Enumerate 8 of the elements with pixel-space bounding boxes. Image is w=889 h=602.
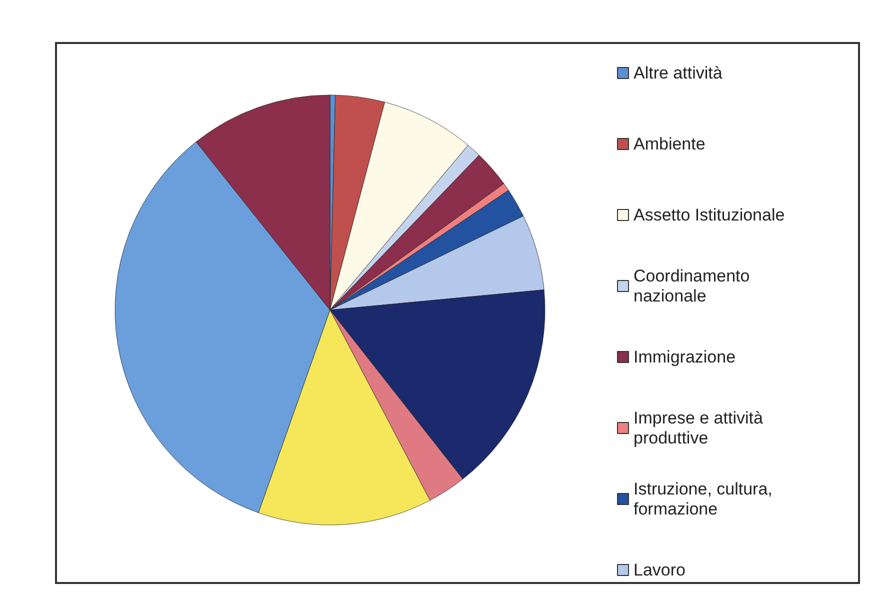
legend-label: Immigrazione bbox=[634, 348, 736, 366]
legend-label: Coordinamento nazionale bbox=[634, 266, 754, 306]
legend-label: Altre attività bbox=[634, 64, 723, 82]
legend-label: Istruzione, cultura, formazione bbox=[634, 480, 778, 518]
legend-label: Imprese e attività produttive bbox=[634, 408, 768, 448]
legend-label: Assetto Istituzionale bbox=[634, 206, 785, 224]
legend-label: Ambiente bbox=[634, 134, 706, 154]
legend-label: Lavoro bbox=[634, 560, 686, 580]
